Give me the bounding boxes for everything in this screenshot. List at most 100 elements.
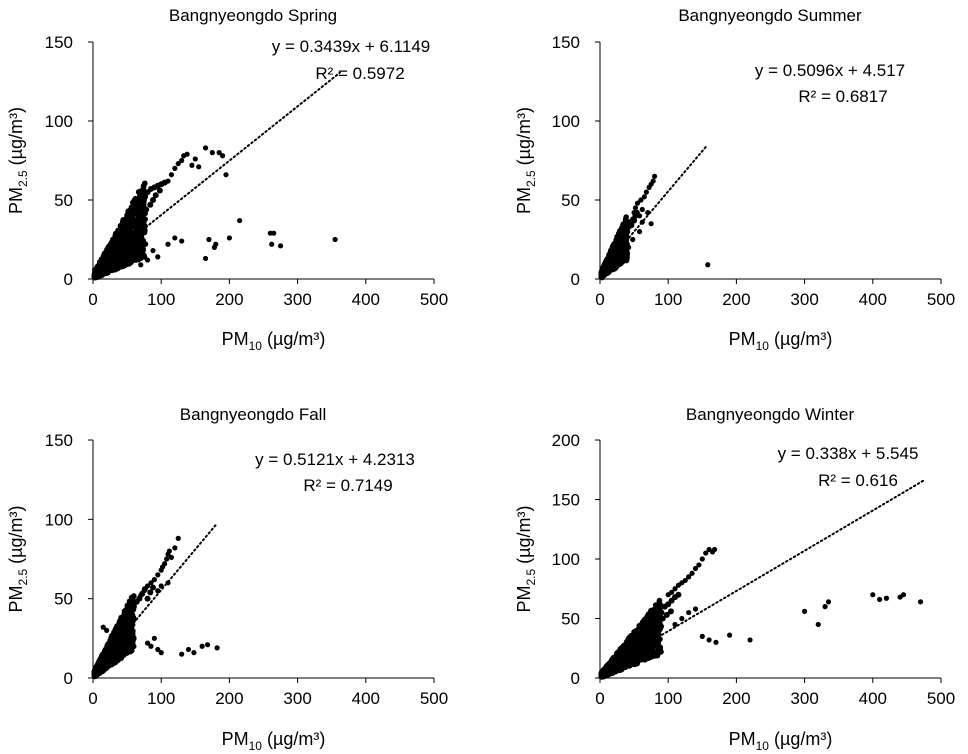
data-point <box>122 222 129 229</box>
data-point <box>607 266 614 273</box>
r-squared-label: R² = 0.5972 <box>315 64 404 83</box>
data-point <box>216 150 222 156</box>
scatter-points <box>91 145 338 281</box>
x-tick-label: 500 <box>927 290 955 309</box>
data-point <box>703 550 709 556</box>
panel-2: Bangnyeongdo Summer 0 50 100 150 0 100 200 300 40… <box>514 6 955 353</box>
y-axis-label-sub: 2.5 <box>524 569 538 586</box>
panel-1: Bangnyeongdo Spring 0 50 100 150 0 100 200 300 40… <box>6 6 448 353</box>
x-tick-label: 0 <box>595 689 604 708</box>
data-point <box>613 263 620 270</box>
x-tick-label: 400 <box>859 689 887 708</box>
data-point <box>140 247 146 254</box>
data-point <box>652 602 659 608</box>
data-point <box>883 595 890 601</box>
data-point <box>119 646 126 652</box>
data-point <box>165 241 171 247</box>
data-point <box>226 235 232 241</box>
data-point <box>138 188 144 194</box>
x-axis-label-sub: 10 <box>249 339 263 353</box>
x-tick-label: 100 <box>147 689 175 708</box>
scatter-points <box>598 173 711 281</box>
data-point <box>132 228 139 235</box>
data-point <box>172 235 178 241</box>
data-point <box>802 608 808 614</box>
data-point <box>124 614 130 620</box>
y-axis-label-unit: (µg/m³) <box>6 505 26 568</box>
y-tick-label: 100 <box>552 112 580 131</box>
data-point <box>655 639 661 646</box>
trend-line <box>599 479 925 673</box>
y-axis-label-base: PM <box>6 586 26 613</box>
chart-title: Bangnyeongdo Summer <box>678 6 862 25</box>
data-point <box>705 262 711 268</box>
regression-equation: y = 0.338x + 5.545 <box>778 444 919 463</box>
data-point <box>711 546 718 553</box>
data-point <box>114 252 121 259</box>
y-axis-label: PM2.5 (µg/m³) <box>6 107 30 214</box>
x-axis-label-unit: (µg/m³) <box>262 729 325 749</box>
data-point <box>657 622 664 629</box>
x-tick-label: 500 <box>927 689 955 708</box>
data-point <box>101 665 108 671</box>
x-tick-label: 0 <box>88 290 97 309</box>
x-tick-label: 500 <box>420 290 448 309</box>
data-point <box>624 228 631 235</box>
data-point <box>713 639 719 645</box>
x-tick-label: 300 <box>283 290 311 309</box>
data-point <box>269 241 275 247</box>
data-point <box>196 164 202 170</box>
y-tick-label: 0 <box>64 669 73 688</box>
data-point <box>636 229 643 235</box>
data-point <box>618 664 624 671</box>
data-point <box>644 619 651 625</box>
data-point <box>138 234 145 241</box>
data-point <box>172 545 178 551</box>
data-point <box>652 652 658 659</box>
data-point <box>699 633 705 639</box>
data-point <box>870 592 876 598</box>
trend-line <box>599 146 707 273</box>
data-point <box>237 217 243 224</box>
data-point <box>332 236 338 243</box>
data-point <box>629 661 636 667</box>
data-point <box>108 634 115 641</box>
data-point <box>148 643 154 649</box>
y-tick-label: 150 <box>45 431 73 450</box>
data-point <box>667 608 674 615</box>
chart-title: Bangnyeongdo Winter <box>686 405 855 424</box>
data-point <box>659 615 666 622</box>
data-point <box>96 667 102 673</box>
data-point <box>98 268 104 274</box>
data-point <box>150 247 156 254</box>
x-tick-label: 100 <box>147 290 175 309</box>
data-point <box>175 535 181 541</box>
x-tick-label: 300 <box>790 290 818 309</box>
regression-equation: y = 0.5121x + 4.2313 <box>255 450 415 469</box>
data-point <box>141 588 147 594</box>
data-point <box>650 178 656 184</box>
data-point <box>150 584 157 591</box>
data-point <box>651 620 658 626</box>
data-point <box>141 193 148 200</box>
data-point <box>155 646 161 653</box>
y-tick-label: 200 <box>552 431 580 450</box>
panel-4: Bangnyeongdo Winter 0 50 100 150 200 0 100 200 30… <box>514 405 955 753</box>
data-point <box>118 233 124 239</box>
data-point <box>142 241 149 247</box>
x-tick-label: 100 <box>654 290 682 309</box>
data-point <box>175 161 181 167</box>
data-point <box>686 574 692 580</box>
data-point <box>179 651 185 657</box>
y-axis-label: PM2.5 (µg/m³) <box>514 505 538 612</box>
data-point <box>136 254 142 260</box>
data-point <box>631 210 637 216</box>
data-point <box>614 235 621 241</box>
x-axis-label-sub: 10 <box>756 739 770 753</box>
data-point <box>130 603 137 610</box>
data-point <box>638 197 644 203</box>
data-point <box>189 162 195 168</box>
data-point <box>672 586 678 592</box>
regression-equation: y = 0.3439x + 6.1149 <box>272 37 430 56</box>
data-point <box>669 589 675 595</box>
